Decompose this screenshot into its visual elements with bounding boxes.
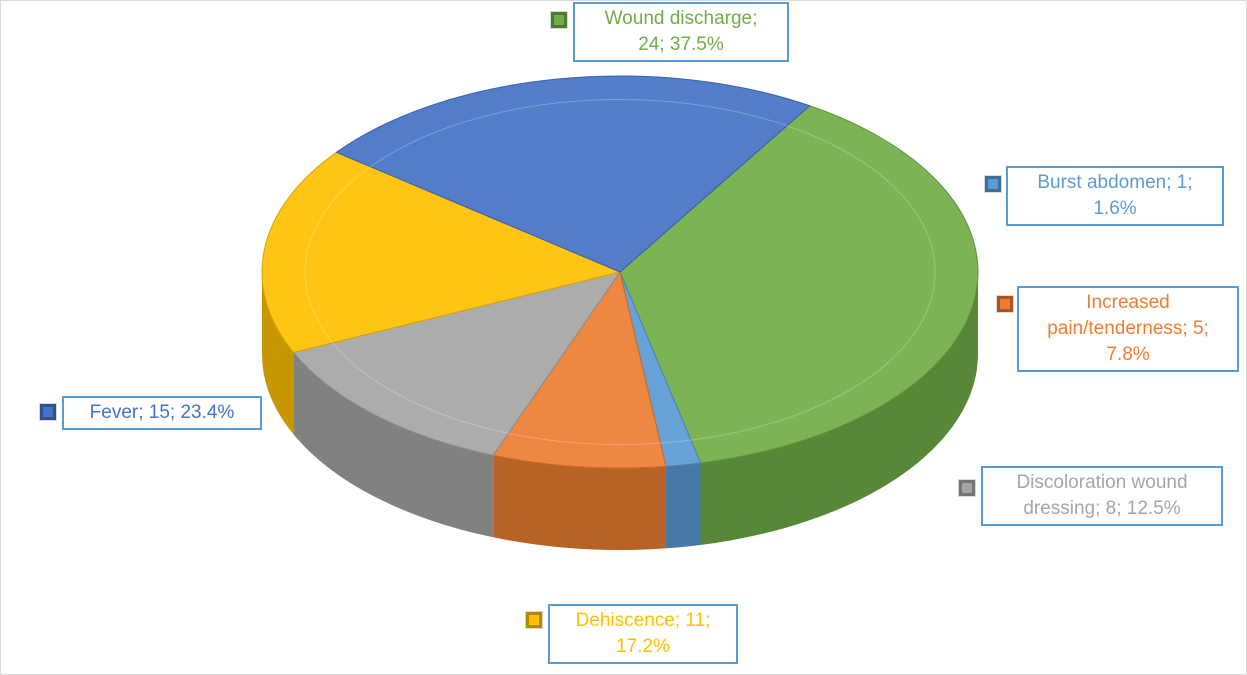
pie-side-wound-discharge [700,272,978,545]
data-label-burst-abdomen: Burst abdomen; 1; 1.6% [1006,166,1224,226]
legend-key-wound-discharge-icon [550,11,568,29]
data-label-dehiscence: Dehiscence; 11; 17.2% [548,604,738,664]
legend-key-dehiscence-icon [525,611,543,629]
pie-slice-wound-discharge [619,105,979,464]
legend-key-increased-pain-icon [996,295,1014,313]
pie-side-walls [262,272,978,550]
pie-side-discoloration [293,352,494,538]
legend-key-burst-abdomen-icon [984,175,1002,193]
pie-top-faces [261,75,979,469]
pie-side-increased-pain [493,455,666,550]
pie-inner-ring [304,99,936,445]
pie-side-burst-abdomen [665,462,701,549]
data-label-increased-pain: Increased pain/tenderness; 5; 7.8% [1017,286,1239,372]
data-label-discoloration-wound-dressing: Discoloration wound dressing; 8; 12.5% [981,466,1223,526]
pie-slice-discoloration [292,271,622,456]
pie-side-dehiscence [262,272,294,435]
data-label-fever: Fever; 15; 23.4% [62,396,262,430]
data-label-wound-discharge: Wound discharge; 24; 37.5% [573,2,789,62]
legend-key-discoloration-icon [958,479,976,497]
pie-slice-dehiscence [261,151,622,354]
pie-slice-fever [335,75,811,273]
legend-key-fever-icon [39,403,57,421]
pie-slice-increased-pain [492,270,667,469]
